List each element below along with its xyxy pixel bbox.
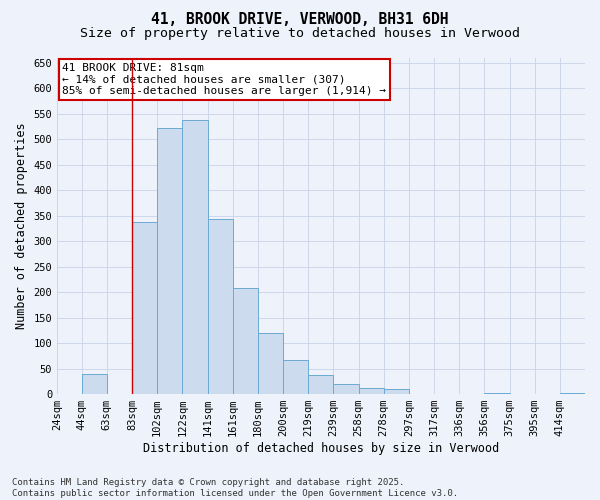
Y-axis label: Number of detached properties: Number of detached properties xyxy=(15,122,28,329)
Bar xyxy=(208,218,233,394)
Bar xyxy=(560,392,585,394)
X-axis label: Distribution of detached houses by size in Verwood: Distribution of detached houses by size … xyxy=(143,442,499,455)
Text: 41 BROOK DRIVE: 81sqm
← 14% of detached houses are smaller (307)
85% of semi-det: 41 BROOK DRIVE: 81sqm ← 14% of detached … xyxy=(62,62,386,96)
Bar xyxy=(334,384,359,394)
Bar xyxy=(359,388,383,394)
Bar xyxy=(182,120,208,394)
Bar xyxy=(258,334,283,394)
Text: 41, BROOK DRIVE, VERWOOD, BH31 6DH: 41, BROOK DRIVE, VERWOOD, BH31 6DH xyxy=(151,12,449,28)
Bar xyxy=(233,288,258,394)
Text: Contains HM Land Registry data © Crown copyright and database right 2025.
Contai: Contains HM Land Registry data © Crown c… xyxy=(12,478,458,498)
Bar xyxy=(484,392,509,394)
Bar xyxy=(383,389,409,394)
Bar xyxy=(283,360,308,394)
Bar xyxy=(132,222,157,394)
Bar xyxy=(157,128,182,394)
Text: Size of property relative to detached houses in Verwood: Size of property relative to detached ho… xyxy=(80,28,520,40)
Bar xyxy=(82,374,107,394)
Bar xyxy=(308,375,334,394)
